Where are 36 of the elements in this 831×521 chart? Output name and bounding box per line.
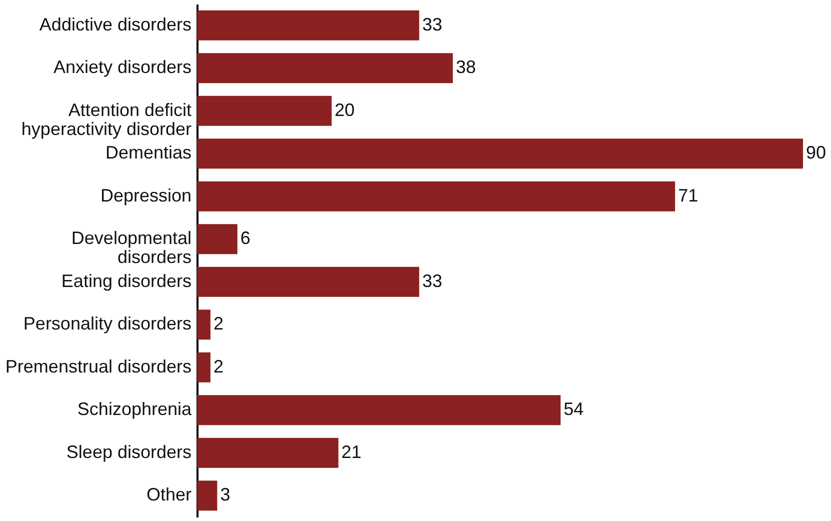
bar xyxy=(197,310,210,340)
y-tick-label: Anxiety disorders xyxy=(53,57,192,78)
data-label: 71 xyxy=(678,185,698,206)
data-label: 2 xyxy=(213,314,224,334)
y-tick-label: Schizophrenia xyxy=(77,399,192,420)
y-tick-label: Depression xyxy=(100,185,192,206)
bar xyxy=(197,480,218,511)
y-tick-label: Dementias xyxy=(105,142,192,163)
bar xyxy=(197,96,332,126)
data-label: 6 xyxy=(240,228,250,248)
data-label: 20 xyxy=(334,100,355,120)
y-tick-label: Addictive disorders xyxy=(39,14,192,34)
bar xyxy=(197,138,803,169)
y-tick-label: Attention deficit hyperactivity disorder xyxy=(21,100,192,139)
bar xyxy=(197,181,676,212)
bar xyxy=(197,224,238,254)
bar xyxy=(197,10,420,40)
bar xyxy=(197,438,338,468)
data-label: 33 xyxy=(422,14,442,34)
bar xyxy=(197,352,210,382)
y-tick-label: Other xyxy=(146,484,192,505)
data-label: 54 xyxy=(564,399,584,420)
y-tick-label: Eating disorders xyxy=(61,270,192,291)
y-tick-label: Developmental disorders xyxy=(71,228,192,268)
data-label: 2 xyxy=(213,356,224,376)
bar xyxy=(197,53,453,84)
data-label: 3 xyxy=(220,484,230,505)
bar xyxy=(197,395,561,426)
data-label: 90 xyxy=(806,142,826,163)
y-tick-label: Personality disorders xyxy=(23,314,192,334)
data-label: 21 xyxy=(341,442,362,462)
y-tick-label: Premenstrual disorders xyxy=(5,356,192,376)
y-tick-label: Sleep disorders xyxy=(66,442,192,462)
bar xyxy=(197,266,420,297)
data-label: 33 xyxy=(422,270,442,291)
data-label: 38 xyxy=(456,57,476,78)
